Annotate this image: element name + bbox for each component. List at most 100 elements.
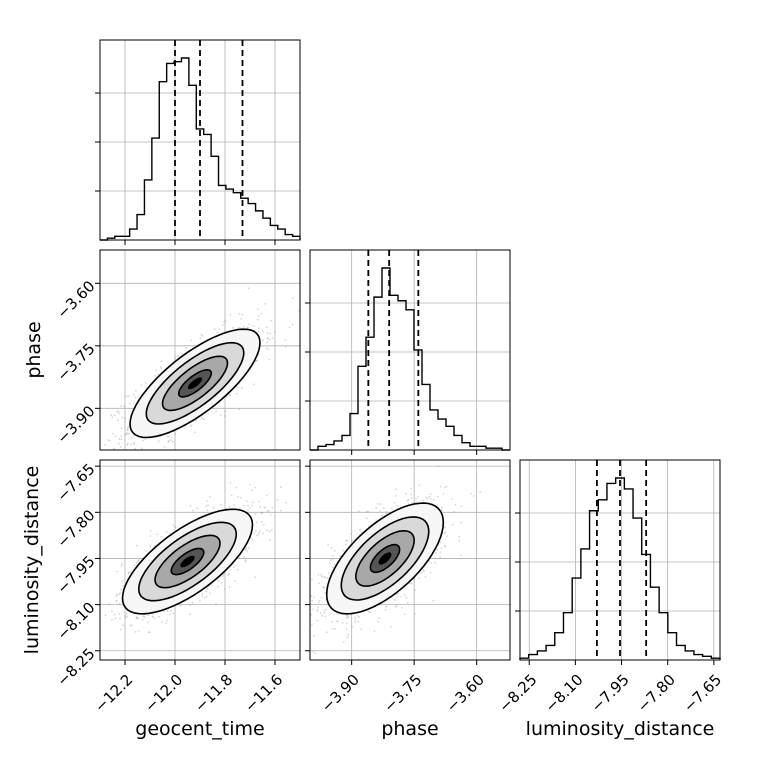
scatter-point — [130, 443, 133, 445]
scatter-point — [375, 506, 378, 509]
scatter-point — [276, 498, 279, 501]
scatter-point — [136, 617, 139, 620]
scatter-point — [110, 414, 113, 417]
scatter-point — [318, 599, 321, 602]
scatter-point — [395, 488, 397, 491]
scatter-point — [397, 592, 399, 595]
y-tick-label: −3.75 — [53, 340, 98, 385]
scatter-point — [137, 456, 139, 458]
scatter-point — [174, 357, 177, 360]
scatter-point — [437, 465, 440, 467]
contour-line — [121, 508, 254, 615]
scatter-point — [235, 392, 238, 395]
scatter-point — [254, 576, 256, 579]
scatter-point — [119, 405, 122, 407]
scatter-point — [316, 609, 319, 611]
scatter-point — [314, 652, 317, 655]
scatter-point — [325, 608, 328, 611]
scatter-point — [393, 501, 396, 504]
scatter-point — [403, 594, 406, 596]
scatter-point — [126, 443, 129, 446]
scatter-point — [189, 604, 191, 607]
scatter-panel-geocent_time-vs-phase — [99, 249, 301, 469]
scatter-point — [317, 573, 320, 576]
scatter-point — [134, 447, 137, 450]
scatter-point — [237, 387, 240, 389]
scatter-point — [347, 633, 349, 636]
scatter-panel-phase-vs-luminosity_distance — [304, 459, 511, 661]
scatter-point — [124, 433, 127, 436]
scatter-point — [118, 442, 120, 445]
y-tick-label: −7.95 — [53, 552, 98, 597]
scatter-point — [157, 440, 160, 443]
scatter-point — [241, 313, 244, 316]
scatter-point — [410, 497, 413, 499]
scatter-point — [196, 507, 198, 510]
scatter-point — [191, 601, 194, 604]
scatter-point — [118, 602, 121, 605]
scatter-point — [394, 599, 396, 601]
scatter-point — [167, 440, 170, 443]
scatter-point — [479, 491, 482, 494]
scatter-point — [429, 497, 432, 500]
scatter-point — [133, 443, 135, 446]
scatter-point — [111, 618, 113, 621]
scatter-point — [310, 595, 313, 598]
scatter-point — [317, 601, 320, 604]
scatter-point — [166, 531, 168, 534]
scatter-point — [157, 373, 160, 376]
panel-frame — [309, 249, 511, 451]
scatter-point — [331, 559, 334, 561]
scatter-point — [346, 636, 349, 639]
scatter-point — [234, 564, 237, 567]
scatter-point — [201, 417, 204, 420]
scatter-point — [122, 624, 124, 627]
scatter-point — [377, 620, 380, 623]
scatter-point — [128, 467, 130, 469]
scatter-point — [89, 620, 91, 622]
scatter-point — [316, 610, 318, 612]
scatter-point — [337, 620, 339, 623]
scatter-panel-geocent_time-vs-luminosity_distance — [89, 459, 301, 661]
scatter-point — [268, 358, 271, 361]
scatter-point — [200, 333, 203, 336]
scatter-point — [222, 575, 225, 578]
panel-frame — [99, 459, 301, 661]
scatter-point — [140, 384, 143, 386]
scatter-point — [307, 631, 309, 633]
scatter-point — [335, 620, 338, 623]
scatter-point — [206, 509, 209, 512]
scatter-point — [435, 552, 437, 555]
scatter-point — [408, 582, 411, 585]
scatter-point — [233, 504, 235, 506]
scatter-point — [406, 602, 409, 604]
scatter-point — [260, 512, 263, 514]
panels-layer: −12.2 −12.0 −11.8 −11.6 −3.90 −3.75 −3.60 −8.25… — [53, 39, 725, 716]
scatter-point — [160, 367, 163, 370]
scatter-point — [218, 328, 221, 330]
scatter-point — [151, 615, 154, 618]
scatter-point — [119, 446, 122, 448]
scatter-point — [382, 507, 385, 510]
scatter-point — [257, 330, 259, 333]
scatter-point — [163, 610, 166, 613]
scatter-point — [319, 611, 322, 614]
scatter-point — [345, 539, 347, 542]
scatter-point — [123, 405, 126, 408]
scatter-point — [127, 571, 130, 574]
scatter-point — [304, 624, 306, 626]
x-tick-label: −12.2 — [91, 671, 136, 716]
scatter-point — [407, 498, 410, 501]
scatter-point — [205, 595, 208, 598]
scatter-point — [116, 593, 118, 596]
scatter-point — [120, 564, 123, 567]
contour-line — [145, 341, 245, 425]
scatter-point — [310, 613, 313, 616]
scatter-point — [171, 440, 174, 443]
scatter-point — [151, 615, 154, 618]
scatter-point — [132, 393, 135, 396]
scatter-point — [318, 582, 320, 585]
scatter-point — [156, 533, 159, 536]
scatter-point — [280, 509, 282, 512]
x-tick-label: −3.90 — [318, 671, 363, 716]
